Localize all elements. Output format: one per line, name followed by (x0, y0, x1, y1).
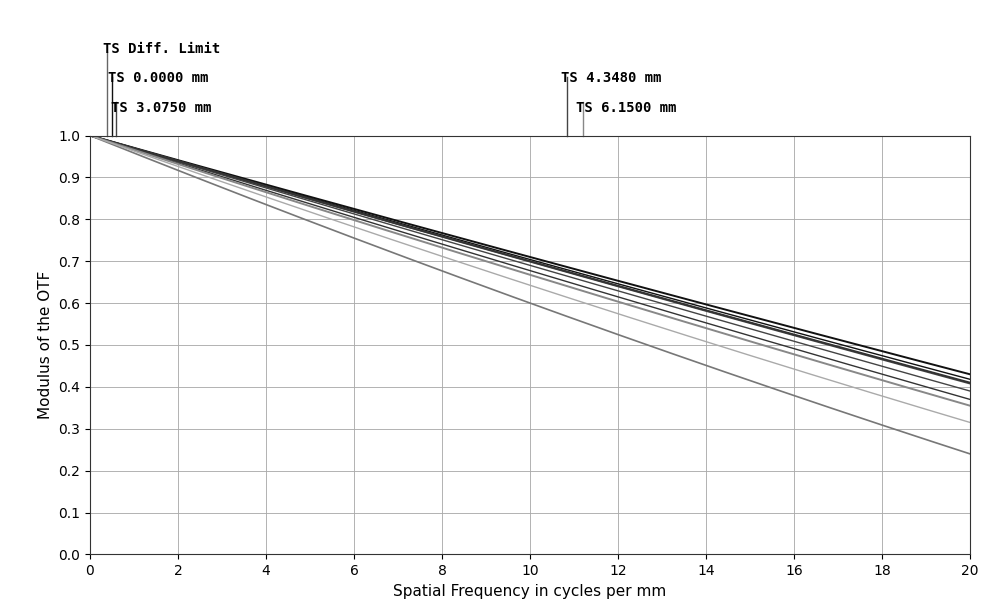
Text: TS 6.1500 mm: TS 6.1500 mm (576, 100, 677, 115)
Text: TS Diff. Limit: TS Diff. Limit (103, 42, 220, 56)
Text: TS 4.3480 mm: TS 4.3480 mm (561, 71, 661, 85)
Text: TS 3.0750 mm: TS 3.0750 mm (111, 100, 212, 115)
Text: TS 0.0000 mm: TS 0.0000 mm (108, 71, 208, 85)
X-axis label: Spatial Frequency in cycles per mm: Spatial Frequency in cycles per mm (393, 584, 667, 599)
Y-axis label: Modulus of the OTF: Modulus of the OTF (38, 271, 53, 419)
